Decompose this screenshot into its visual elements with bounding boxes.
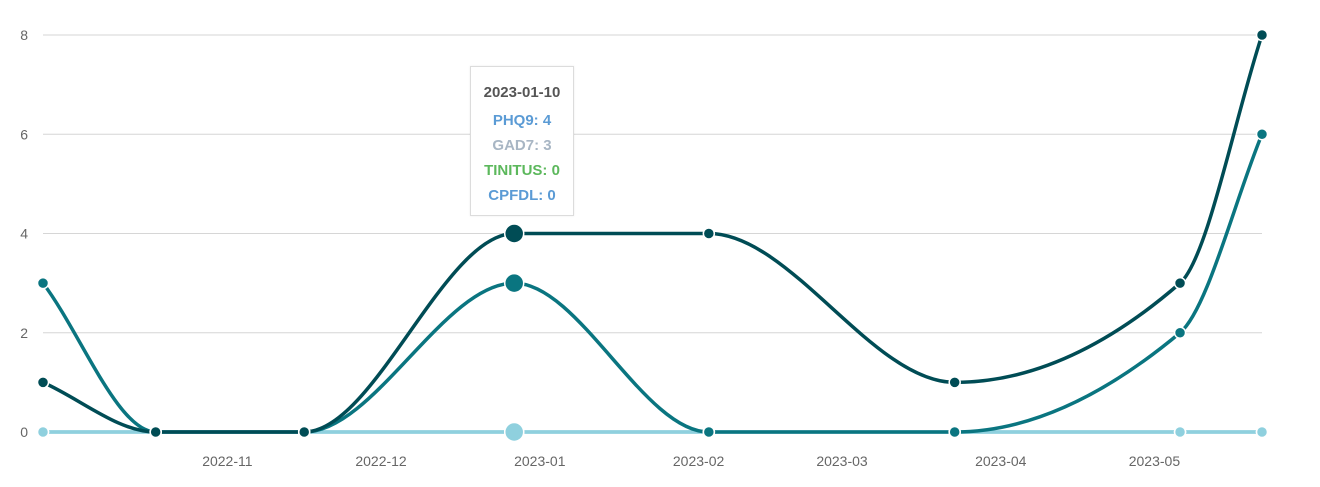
y-tick-label: 8 bbox=[20, 27, 28, 43]
x-tick-label: 2023-02 bbox=[673, 453, 725, 469]
x-tick-label: 2023-05 bbox=[1129, 453, 1181, 469]
x-axis-ticks: 2022-11 2022-12 2023-01 2023-02 2023-03 2023-… bbox=[202, 453, 1180, 469]
tooltip-phq9: PHQ9: 4 bbox=[492, 112, 552, 129]
data-point-tinitus[interactable] bbox=[503, 421, 525, 443]
data-point-phq9[interactable] bbox=[1255, 28, 1269, 42]
data-point-phq9[interactable] bbox=[1173, 276, 1187, 290]
series-line-gad7 bbox=[41, 132, 1264, 434]
data-point-phq9[interactable] bbox=[702, 227, 716, 240]
tooltip-cpfdl: CPFDL: 0 bbox=[488, 187, 556, 204]
hover-tooltip: 2023-01-10 PHQ9: 4 GAD7: 3 TINITUS: 0 CP… bbox=[470, 66, 574, 216]
y-axis-ticks: 0 2 4 6 8 bbox=[20, 27, 28, 440]
x-tick-label: 2023-01 bbox=[514, 453, 566, 469]
tooltip-gad7: GAD7: 3 bbox=[492, 137, 552, 154]
data-point-gad7[interactable] bbox=[702, 425, 716, 439]
x-tick-label: 2023-03 bbox=[816, 453, 868, 469]
data-point-tinitus[interactable] bbox=[1255, 425, 1269, 439]
data-point-phq9[interactable] bbox=[948, 376, 961, 389]
data-point-gad7[interactable] bbox=[948, 425, 961, 439]
data-point-phq9[interactable] bbox=[503, 223, 525, 244]
data-point-gad7[interactable] bbox=[36, 276, 50, 290]
y-tick-label: 4 bbox=[20, 226, 28, 242]
series-line-phq9 bbox=[41, 33, 1264, 434]
data-point-gad7[interactable] bbox=[503, 272, 525, 294]
series-points[interactable] bbox=[36, 28, 1269, 443]
data-point-phq9[interactable] bbox=[149, 425, 162, 439]
tooltip-tinitus: TINITUS: 0 bbox=[484, 162, 560, 179]
data-point-gad7[interactable] bbox=[1255, 128, 1269, 141]
y-tick-label: 0 bbox=[20, 424, 28, 440]
data-point-tinitus[interactable] bbox=[36, 425, 50, 439]
data-point-tinitus[interactable] bbox=[1173, 425, 1187, 439]
data-point-phq9[interactable] bbox=[36, 376, 50, 389]
data-point-phq9[interactable] bbox=[297, 425, 311, 439]
tooltip-date: 2023-01-10 bbox=[483, 84, 561, 101]
y-tick-label: 2 bbox=[20, 325, 28, 341]
x-tick-label: 2023-04 bbox=[975, 453, 1027, 469]
x-tick-label: 2022-12 bbox=[355, 453, 407, 469]
data-point-gad7[interactable] bbox=[1173, 326, 1187, 339]
y-tick-label: 6 bbox=[20, 126, 28, 142]
x-tick-label: 2022-11 bbox=[202, 453, 253, 469]
series-lines bbox=[41, 33, 1264, 434]
